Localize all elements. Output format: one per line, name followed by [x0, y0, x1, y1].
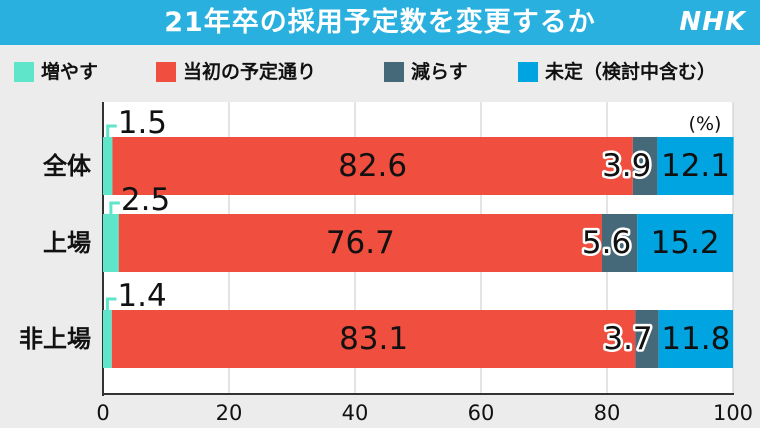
data-label: 82.6	[338, 148, 407, 184]
unit-label: (%)	[689, 113, 722, 135]
bar-segment	[111, 310, 636, 368]
legend-swatch-decrease	[384, 62, 404, 82]
legend-swatch-as-planned	[156, 62, 176, 82]
chart-legend: 増やす 当初の予定通り 減らす 未定（検討中含む）	[0, 53, 760, 89]
data-label: 1.5	[118, 105, 167, 141]
bar-segment	[632, 137, 658, 195]
data-label: 15.2	[651, 225, 720, 261]
x-tick-label: 60	[468, 401, 495, 425]
legend-label-as-planned: 当初の予定通り	[183, 61, 317, 83]
legend-label-increase: 増やす	[41, 61, 99, 83]
legend-swatch-increase	[14, 62, 34, 82]
data-label: 76.7	[326, 225, 395, 261]
title-banner: 21年卒の採用予定数を変更するか NHK	[0, 0, 760, 45]
bar-segment	[103, 214, 119, 272]
callout-line	[106, 124, 117, 137]
nhk-logo: NHK	[679, 7, 746, 37]
x-tick-label: 80	[594, 401, 621, 425]
data-label: 3.9	[602, 148, 651, 184]
data-label: 3.7	[603, 321, 652, 357]
x-tick-label: 0	[96, 401, 109, 425]
data-label: 12.1	[661, 148, 730, 184]
category-label: 全体	[42, 152, 92, 180]
chart-title: 21年卒の採用予定数を変更するか	[164, 7, 596, 38]
data-label: 5.6	[582, 225, 631, 261]
data-label: 83.1	[339, 321, 408, 357]
legend-swatch-undecided	[518, 62, 538, 82]
data-label: 1.4	[117, 278, 166, 314]
x-tick-label: 40	[342, 401, 369, 425]
data-label: 2.5	[121, 182, 170, 218]
bar-segment	[637, 214, 733, 272]
bar-segment	[635, 310, 659, 368]
legend-label-undecided: 未定（検討中含む）	[545, 61, 717, 83]
data-label: 11.8	[661, 321, 730, 357]
bar-segment	[601, 214, 638, 272]
x-tick-label: 100	[713, 401, 753, 425]
bar-segment	[118, 214, 602, 272]
bar-segment	[103, 310, 112, 368]
bar-segment	[658, 310, 733, 368]
callout-line	[109, 201, 120, 214]
legend-label-decrease: 減らす	[411, 61, 468, 83]
category-label: 非上場	[19, 325, 91, 353]
bar-segment	[103, 137, 113, 195]
callout-line	[105, 297, 117, 310]
bar-segment	[112, 137, 633, 195]
category-label: 上場	[43, 229, 91, 257]
x-tick-label: 20	[216, 401, 243, 425]
bar-segment	[657, 137, 734, 195]
